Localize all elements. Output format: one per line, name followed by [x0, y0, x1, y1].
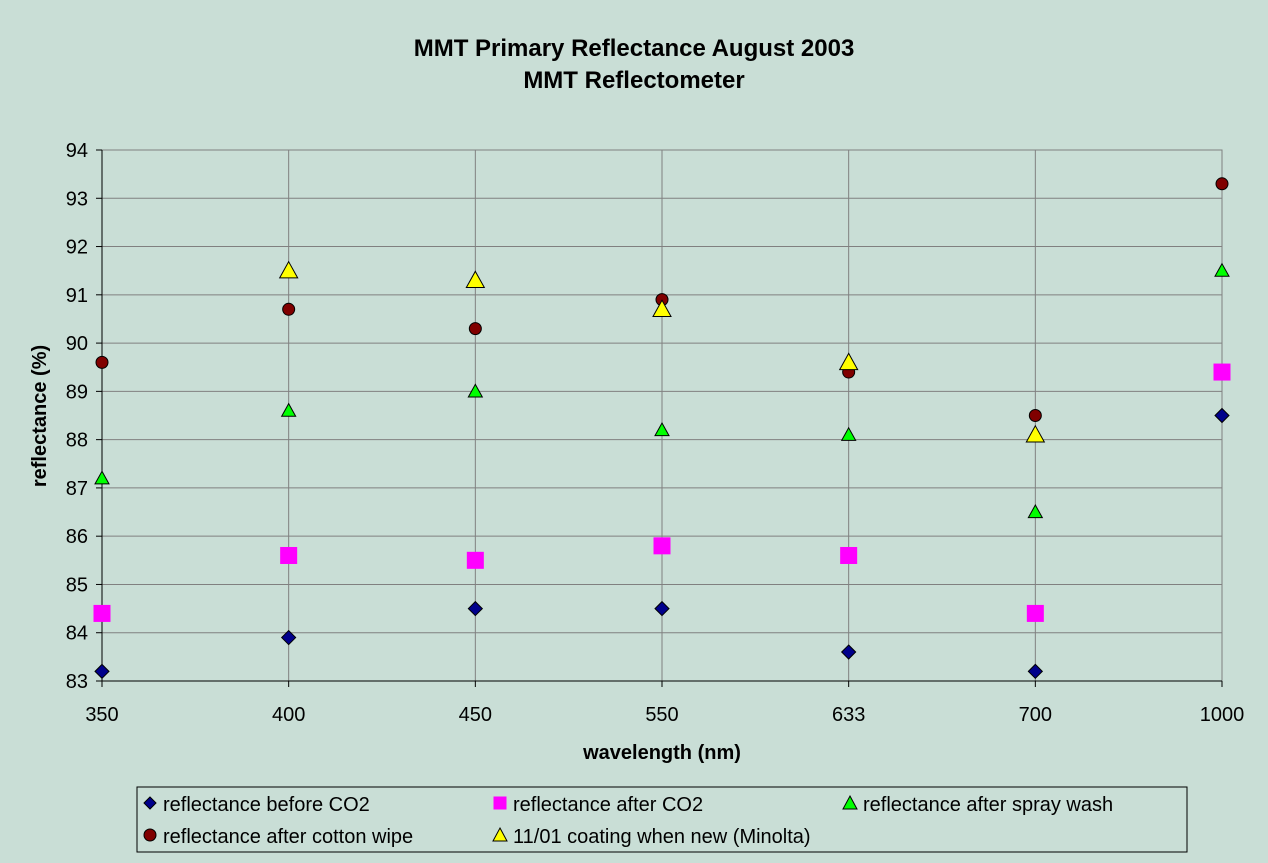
data-point — [654, 600, 670, 617]
data-point — [652, 299, 672, 317]
y-tick-label: 91 — [66, 285, 88, 307]
legend-marker — [492, 826, 508, 842]
data-point — [467, 383, 484, 398]
data-point — [466, 551, 484, 569]
x-tick-label: 700 — [1019, 704, 1052, 726]
data-point — [1213, 363, 1231, 381]
y-tick-label: 84 — [66, 623, 88, 645]
y-tick-label: 85 — [66, 574, 88, 596]
legend-label: reflectance after cotton wipe — [163, 826, 413, 848]
legend: reflectance before CO2 reflectance after … — [136, 786, 1188, 853]
data-marks — [93, 177, 1231, 680]
data-point — [838, 352, 859, 371]
data-point — [1214, 262, 1230, 277]
data-point — [1025, 424, 1046, 443]
y-tick-label: 90 — [66, 333, 88, 355]
y-tick-label: 93 — [66, 188, 88, 210]
data-point — [1028, 409, 1042, 422]
y-tick-label: 89 — [66, 381, 88, 403]
legend-marker — [143, 796, 157, 810]
legend-marker — [493, 796, 507, 810]
data-point — [95, 355, 109, 369]
data-point — [278, 260, 299, 279]
data-point — [282, 302, 296, 316]
data-point — [94, 470, 110, 485]
x-axis-title: wavelength (nm) — [582, 742, 741, 764]
legend-marker — [143, 828, 157, 842]
x-tick-label: 1000 — [1200, 704, 1245, 726]
data-point — [93, 604, 111, 622]
data-point — [840, 426, 857, 441]
legend-marker — [842, 794, 858, 810]
data-point — [1027, 504, 1044, 519]
x-tick-label: 350 — [85, 704, 118, 726]
data-point — [94, 663, 110, 680]
legend-label: reflectance before CO2 — [163, 794, 370, 816]
data-point — [468, 322, 482, 336]
x-tick-label: 633 — [832, 704, 865, 726]
chart-subtitle: MMT Reflectometer — [523, 67, 744, 94]
data-point — [280, 629, 297, 646]
data-point — [1026, 604, 1044, 622]
legend-label: 11/01 coating when new (Minolta) — [513, 826, 811, 848]
y-tick-label: 86 — [66, 526, 88, 548]
data-point — [280, 402, 297, 417]
y-tick-label: 92 — [66, 237, 88, 259]
y-tick-label: 94 — [66, 140, 88, 162]
plot-area: 83 84 85 86 87 88 89 90 91 92 93 94 350 400 450 550 633 7… — [66, 140, 1245, 726]
data-point — [465, 270, 486, 289]
data-point — [840, 644, 857, 660]
legend-label: reflectance after spray wash — [863, 794, 1113, 816]
x-tick-label: 550 — [645, 704, 678, 726]
y-tick-label: 83 — [66, 671, 88, 693]
data-point — [467, 600, 484, 617]
y-tick-label: 87 — [66, 478, 88, 500]
chart-title: MMT Primary Reflectance August 2003 — [414, 35, 855, 62]
legend-box — [136, 786, 1188, 853]
x-tick-label: 400 — [272, 704, 305, 726]
data-point — [653, 537, 671, 555]
data-point — [654, 421, 670, 437]
data-point — [1215, 177, 1229, 191]
axes: 83 84 85 86 87 88 89 90 91 92 93 94 350 400 450 550 633 7… — [66, 140, 1245, 726]
data-point — [1214, 407, 1230, 424]
y-axis-title: reflectance (%) — [29, 345, 51, 487]
data-point — [840, 546, 858, 564]
legend-label: reflectance after CO2 — [513, 794, 703, 816]
data-point — [1027, 663, 1044, 680]
data-point — [280, 546, 298, 564]
x-tick-label: 450 — [459, 704, 492, 726]
y-tick-label: 88 — [66, 430, 88, 452]
